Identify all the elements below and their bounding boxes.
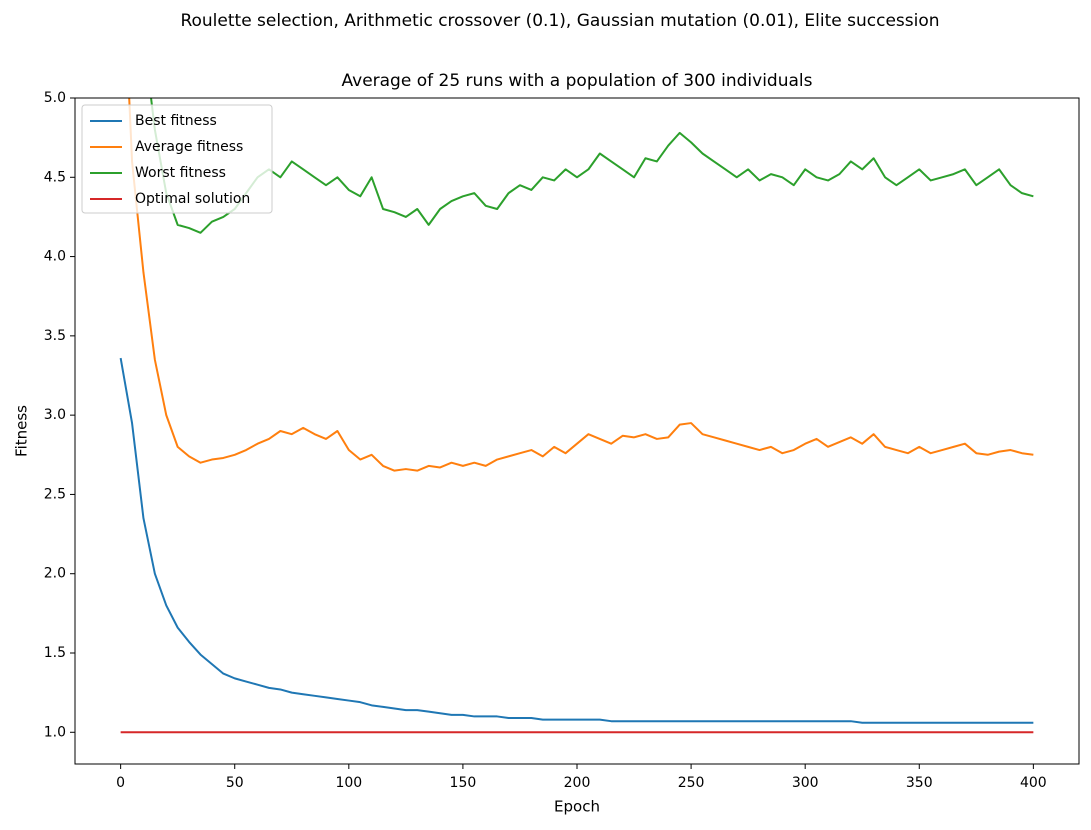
legend-label: Best fitness <box>135 113 217 129</box>
x-tick-label: 350 <box>906 775 933 791</box>
chart-title: Roulette selection, Arithmetic crossover… <box>180 11 939 31</box>
y-tick-label: 2.5 <box>44 486 66 502</box>
y-axis-label: Fitness <box>13 405 31 457</box>
y-tick-label: 3.5 <box>44 328 66 344</box>
series-line <box>150 98 1034 234</box>
y-tick-label: 5.0 <box>44 90 66 106</box>
x-tick-label: 0 <box>116 775 125 791</box>
x-tick-label: 300 <box>792 775 819 791</box>
y-tick-label: 4.5 <box>44 169 66 185</box>
plot-area <box>119 98 1034 734</box>
series-line <box>128 98 1034 472</box>
legend-box <box>81 104 273 214</box>
x-tick-label: 150 <box>450 775 477 791</box>
legend-label: Worst fitness <box>135 165 226 181</box>
x-tick-label: 250 <box>678 775 705 791</box>
series-line <box>119 357 1034 724</box>
x-tick-label: 50 <box>226 775 244 791</box>
y-tick-label: 1.0 <box>44 724 66 740</box>
legend-label: Optimal solution <box>135 191 250 207</box>
y-tick-label: 1.5 <box>44 645 66 661</box>
chart-subtitle: Average of 25 runs with a population of … <box>342 71 813 91</box>
x-axis-label: Epoch <box>554 798 600 816</box>
y-tick-label: 2.0 <box>44 566 66 582</box>
x-tick-label: 200 <box>564 775 591 791</box>
y-tick-label: 3.0 <box>44 407 66 423</box>
legend-label: Average fitness <box>135 139 243 155</box>
y-tick-label: 4.0 <box>44 249 66 265</box>
x-tick-label: 100 <box>335 775 362 791</box>
x-tick-label: 400 <box>1020 775 1047 791</box>
